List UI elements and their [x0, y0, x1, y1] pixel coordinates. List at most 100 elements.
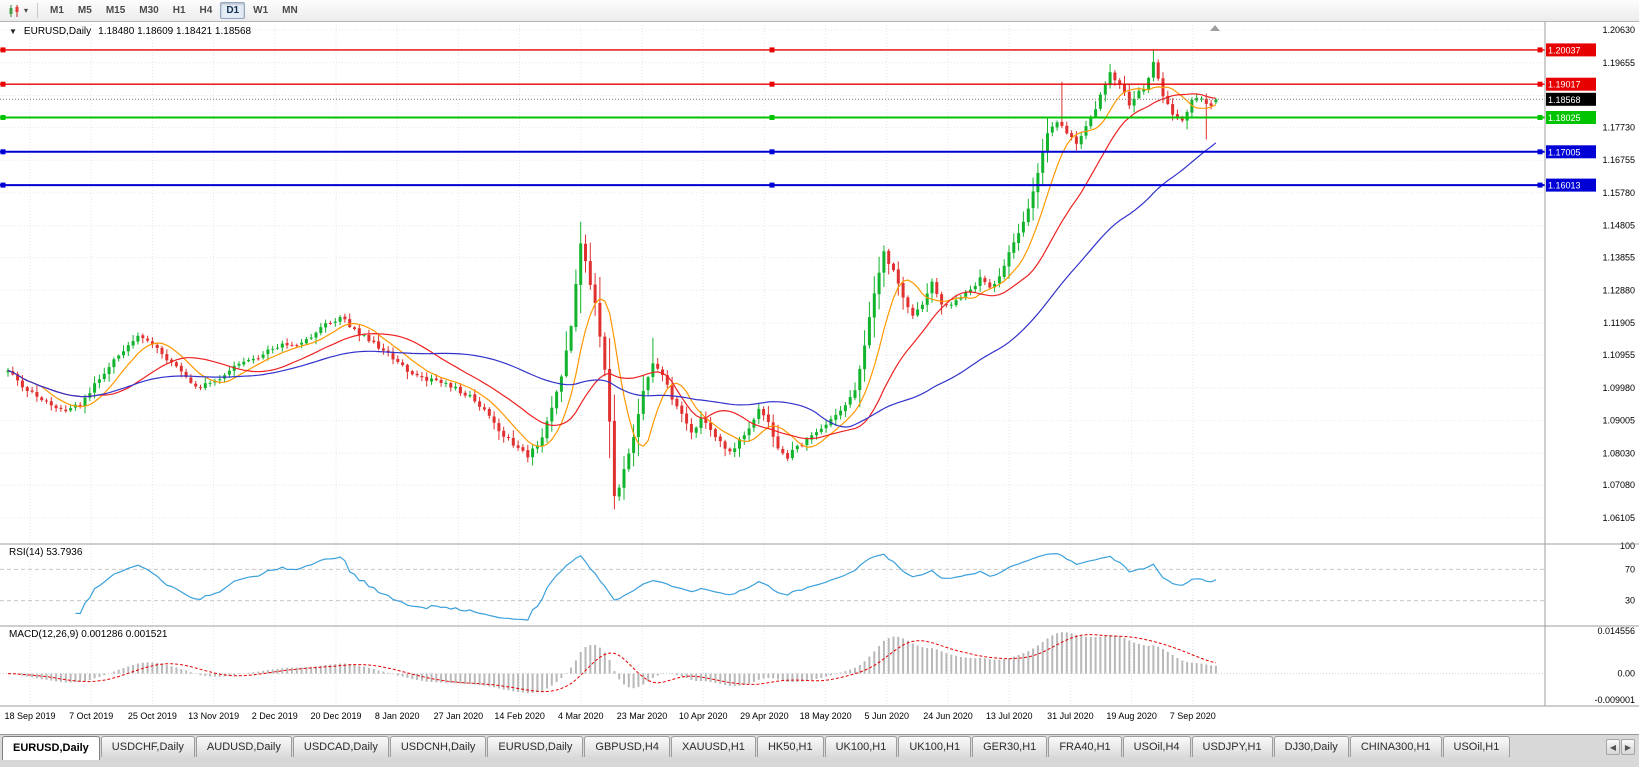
svg-text:1.20037: 1.20037 — [1548, 45, 1581, 55]
chart-tab-audusd-daily[interactable]: AUDUSD,Daily — [195, 736, 292, 757]
current-price-tag — [1546, 92, 1596, 106]
chart-tab-fra40-h1[interactable]: FRA40,H1 — [1048, 736, 1122, 757]
svg-text:1.06105: 1.06105 — [1602, 513, 1635, 523]
price-tag — [1546, 111, 1596, 124]
timeframe-buttons: M1 M5 M15 M30 H1 H4 D1 W1 MN — [44, 2, 304, 19]
price-tag — [1546, 145, 1596, 159]
price-tag — [1546, 178, 1596, 192]
chart-shift-marker-icon[interactable] — [1210, 25, 1220, 31]
chart-tab-eurusd-daily[interactable]: EURUSD,Daily — [2, 736, 100, 760]
toolbar-separator — [37, 3, 39, 18]
svg-text:29 Apr 2020: 29 Apr 2020 — [740, 711, 789, 721]
svg-text:1.19017: 1.19017 — [1548, 80, 1581, 90]
svg-text:23 Mar 2020: 23 Mar 2020 — [617, 711, 668, 721]
svg-text:1.17005: 1.17005 — [1548, 147, 1581, 157]
chart-tab-china300-h1[interactable]: CHINA300,H1 — [1349, 736, 1442, 757]
svg-text:1.14805: 1.14805 — [1602, 221, 1635, 231]
svg-text:1.15780: 1.15780 — [1602, 188, 1635, 198]
svg-text:1.09980: 1.09980 — [1602, 383, 1635, 393]
chart-tab-hk50-h1[interactable]: HK50,H1 — [756, 736, 824, 757]
svg-text:30: 30 — [1625, 596, 1635, 606]
svg-text:5 Jun 2020: 5 Jun 2020 — [865, 711, 910, 721]
svg-text:7 Sep 2020: 7 Sep 2020 — [1170, 711, 1216, 721]
svg-text:-0.009001: -0.009001 — [1594, 695, 1635, 705]
svg-text:0.00: 0.00 — [1617, 669, 1635, 679]
svg-text:1.09005: 1.09005 — [1602, 416, 1635, 426]
chart-tab-ger30-h1[interactable]: GER30,H1 — [972, 736, 1048, 757]
chart-tabbar: EURUSD,Daily USDCHF,Daily AUDUSD,Daily USDC… — [0, 734, 1639, 767]
timeframe-button-mn[interactable]: MN — [282, 5, 298, 16]
svg-text:4 Mar 2020: 4 Mar 2020 — [558, 711, 604, 721]
svg-text:14 Feb 2020: 14 Feb 2020 — [494, 711, 545, 721]
chart-tab-usdcnh-daily[interactable]: USDCNH,Daily — [389, 736, 487, 757]
svg-text:8 Jan 2020: 8 Jan 2020 — [375, 711, 420, 721]
tab-scroll-buttons: ◀ ▶ — [1602, 736, 1637, 755]
rsi-line — [75, 552, 1217, 621]
chart-tab-xauusd-h1[interactable]: XAUUSD,H1 — [670, 736, 756, 757]
timeframe-button-d1[interactable]: D1 — [220, 2, 246, 19]
svg-text:100: 100 — [1620, 541, 1635, 551]
macd-signal-line — [7, 634, 1217, 693]
chart-tab-usdchf-daily[interactable]: USDCHF,Daily — [100, 736, 195, 757]
svg-text:70: 70 — [1625, 564, 1635, 574]
svg-text:13 Jul 2020: 13 Jul 2020 — [986, 711, 1033, 721]
svg-text:7 Oct 2019: 7 Oct 2019 — [69, 711, 113, 721]
chart-area: 18 Sep 2019 7 Oct 2019 25 Oct 2019 13 Nov 2… — [0, 22, 1639, 734]
svg-text:20 Dec 2019: 20 Dec 2019 — [310, 711, 361, 721]
svg-text:1.08030: 1.08030 — [1602, 448, 1635, 458]
timeframe-button-m15[interactable]: M15 — [105, 5, 126, 16]
svg-text:0.014556: 0.014556 — [1597, 626, 1635, 636]
ma-line-50 — [7, 142, 1217, 428]
chart-tab-usoil-h4[interactable]: USOil,H4 — [1122, 736, 1191, 757]
svg-text:1.16013: 1.16013 — [1548, 181, 1581, 191]
chart-tab-gbpusd-h4[interactable]: GBPUSD,H4 — [584, 736, 670, 757]
price-chart-canvas[interactable]: 18 Sep 2019 7 Oct 2019 25 Oct 2019 13 Nov 2… — [0, 22, 1639, 734]
timeframe-button-h4[interactable]: H4 — [199, 5, 213, 16]
timeframe-button-m5[interactable]: M5 — [77, 5, 92, 16]
grid-layer — [0, 25, 1545, 705]
tab-scroll-left-icon[interactable]: ◀ — [1606, 739, 1620, 755]
horizontal-lines-layer[interactable] — [0, 47, 1545, 188]
timeframe-button-h1[interactable]: H1 — [172, 5, 186, 16]
svg-text:24 Jun 2020: 24 Jun 2020 — [923, 711, 973, 721]
ma-line-20 — [7, 93, 1216, 440]
svg-text:1.20630: 1.20630 — [1602, 25, 1635, 35]
chart-type-icon[interactable] — [5, 3, 23, 19]
chart-tab-usdjpy-h1[interactable]: USDJPY,H1 — [1191, 736, 1273, 757]
price-tag — [1546, 77, 1596, 91]
tab-scroll-right-icon[interactable]: ▶ — [1621, 739, 1635, 755]
svg-text:31 Jul 2020: 31 Jul 2020 — [1047, 711, 1094, 721]
chart-tab-usoil-h1[interactable]: USOil,H1 — [1442, 736, 1511, 757]
svg-text:19 Aug 2020: 19 Aug 2020 — [1106, 711, 1157, 721]
chart-tab-usdcad-daily[interactable]: USDCAD,Daily — [292, 736, 389, 757]
chart-tab-uk100-h1[interactable]: UK100,H1 — [898, 736, 972, 757]
svg-text:27 Jan 2020: 27 Jan 2020 — [434, 711, 484, 721]
moving-averages-layer — [7, 86, 1217, 448]
svg-text:1.10955: 1.10955 — [1602, 350, 1635, 360]
svg-text:18 Sep 2019: 18 Sep 2019 — [4, 711, 55, 721]
timeframe-button-w1[interactable]: W1 — [253, 5, 269, 16]
timeframe-button-m1[interactable]: M1 — [50, 5, 64, 16]
axis-layer: 18 Sep 2019 7 Oct 2019 25 Oct 2019 13 Nov 2… — [0, 22, 1639, 721]
svg-text:1.17730: 1.17730 — [1602, 122, 1635, 132]
price-tag — [1546, 43, 1596, 57]
chart-tab-uk100-h1[interactable]: UK100,H1 — [824, 736, 898, 757]
svg-text:13 Nov 2019: 13 Nov 2019 — [188, 711, 239, 721]
timeframe-button-m30[interactable]: M30 — [139, 5, 159, 16]
chart-type-dropdown-icon[interactable]: ▾ — [24, 6, 29, 15]
svg-text:1.11905: 1.11905 — [1603, 318, 1635, 328]
svg-text:18 May 2020: 18 May 2020 — [800, 711, 852, 721]
svg-text:1.12880: 1.12880 — [1602, 285, 1635, 295]
indicators-layer — [0, 552, 1545, 694]
chart-tab-eurusd-daily[interactable]: EURUSD,Daily — [487, 736, 584, 757]
svg-text:10 Apr 2020: 10 Apr 2020 — [679, 711, 728, 721]
svg-text:1.16755: 1.16755 — [1602, 155, 1635, 165]
chart-tab-dj30-daily[interactable]: DJ30,Daily — [1273, 736, 1349, 757]
svg-text:1.13855: 1.13855 — [1602, 253, 1635, 263]
svg-text:1.19655: 1.19655 — [1602, 58, 1635, 68]
candlestick-icon — [9, 4, 19, 17]
ma-line-8 — [7, 86, 1217, 448]
tabs-container: EURUSD,Daily USDCHF,Daily AUDUSD,Daily USDC… — [2, 736, 1602, 760]
svg-text:1.07080: 1.07080 — [1602, 480, 1635, 490]
